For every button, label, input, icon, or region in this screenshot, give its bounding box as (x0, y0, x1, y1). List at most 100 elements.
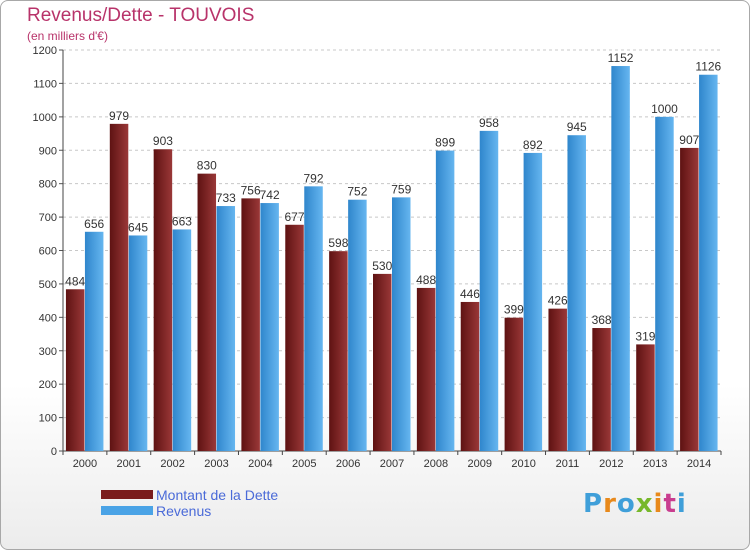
bar-dette (636, 344, 655, 451)
bar-dette (285, 224, 304, 451)
bar-dette (329, 251, 348, 451)
logo-letter: o (616, 489, 636, 519)
logo-letter: i (653, 489, 664, 519)
y-tick-label: 100 (39, 413, 57, 425)
bar-revenus (523, 152, 543, 451)
data-label-dette: 830 (197, 159, 217, 173)
y-tick-label: 1200 (33, 45, 57, 57)
bar-revenus (655, 116, 674, 451)
y-tick-label: 400 (39, 312, 57, 324)
chart-title: Revenus/Dette - TOUVOIS (27, 5, 255, 26)
data-label-revenus: 1152 (608, 51, 634, 65)
logo-letter: i (676, 489, 687, 519)
logo-letter: x (635, 489, 654, 519)
bar-dette (65, 289, 85, 451)
bar-dette (197, 173, 217, 451)
y-tick-label: 900 (39, 145, 57, 157)
y-tick-label: 1100 (33, 78, 57, 90)
data-label-revenus: 645 (128, 220, 148, 234)
data-label-dette: 903 (153, 134, 173, 148)
bar-revenus (260, 203, 279, 451)
y-tick-label: 600 (39, 246, 57, 258)
data-label-dette: 756 (241, 183, 261, 197)
x-tick-label: 2007 (380, 458, 404, 470)
y-tick-label: 800 (39, 179, 57, 191)
data-label-revenus: 892 (523, 138, 543, 152)
x-tick-label: 2012 (599, 458, 623, 470)
bar-dette (504, 317, 524, 451)
data-label-dette: 319 (635, 329, 655, 343)
bar-dette (460, 301, 480, 451)
bar-dette (680, 147, 699, 451)
data-label-revenus: 792 (304, 171, 324, 185)
data-label-revenus: 958 (479, 116, 499, 130)
data-label-dette: 598 (328, 236, 348, 250)
data-label-dette: 399 (504, 303, 524, 317)
logo-letter: r (603, 489, 617, 519)
y-tick-label: 0 (51, 446, 57, 458)
x-tick-label: 2009 (467, 458, 491, 470)
x-tick-label: 2006 (336, 458, 360, 470)
data-label-revenus: 1000 (651, 102, 678, 116)
x-tick-label: 2002 (160, 458, 184, 470)
x-tick-label: 2005 (292, 458, 316, 470)
data-label-revenus: 945 (567, 120, 587, 134)
bar-revenus (611, 66, 630, 451)
bar-dette (373, 273, 392, 451)
data-label-revenus: 742 (260, 188, 280, 202)
data-label-revenus: 899 (435, 136, 455, 150)
data-label-dette: 426 (548, 294, 568, 308)
bar-revenus (479, 130, 499, 451)
y-tick-label: 1000 (33, 112, 57, 124)
bar-dette (592, 328, 611, 451)
y-tick-label: 500 (39, 279, 57, 291)
chart-subtitle: (en milliers d'€) (27, 29, 108, 43)
legend-label-revenus: Revenus (156, 503, 212, 519)
x-tick-label: 2013 (643, 458, 667, 470)
x-tick-label: 2001 (117, 458, 141, 470)
y-tick-label: 200 (39, 379, 57, 391)
bar-revenus (216, 206, 236, 451)
data-label-revenus: 663 (172, 214, 192, 228)
bar-revenus (172, 229, 192, 451)
bar-revenus (348, 199, 367, 451)
bar-revenus (304, 186, 323, 451)
y-tick-label: 700 (39, 212, 57, 224)
bar-revenus (84, 231, 104, 451)
data-label-dette: 484 (65, 274, 85, 288)
data-label-dette: 530 (372, 259, 392, 273)
bar-revenus (567, 135, 586, 451)
bar-revenus (128, 235, 148, 451)
x-tick-label: 2003 (204, 458, 228, 470)
data-label-dette: 446 (460, 287, 480, 301)
data-label-revenus: 759 (391, 182, 411, 196)
bar-dette (109, 123, 129, 451)
data-label-revenus: 656 (84, 217, 104, 231)
data-label-revenus: 752 (347, 185, 367, 199)
data-label-dette: 677 (285, 210, 305, 224)
data-label-revenus: 733 (216, 191, 236, 205)
data-label-dette: 907 (679, 133, 699, 147)
bar-revenus (435, 150, 455, 451)
bar-dette (548, 308, 567, 451)
legend-swatch-dette (101, 490, 153, 499)
data-label-dette: 488 (416, 273, 436, 287)
data-label-dette: 368 (592, 313, 612, 327)
x-tick-label: 2014 (687, 458, 711, 470)
data-label-dette: 979 (109, 109, 129, 123)
bar-revenus (699, 74, 718, 451)
x-tick-label: 2004 (248, 458, 272, 470)
bar-revenus (392, 197, 411, 451)
data-label-revenus: 1126 (695, 60, 721, 74)
y-tick-label: 300 (39, 346, 57, 358)
bar-dette (153, 149, 173, 451)
logo-letter: t (663, 489, 677, 519)
x-tick-label: 2008 (424, 458, 448, 470)
legend-swatch-revenus (101, 506, 153, 515)
logo-letter: P (583, 489, 604, 519)
x-tick-label: 2011 (556, 458, 580, 470)
legend-label-dette: Montant de la Dette (156, 487, 279, 503)
bar-dette (241, 198, 260, 451)
